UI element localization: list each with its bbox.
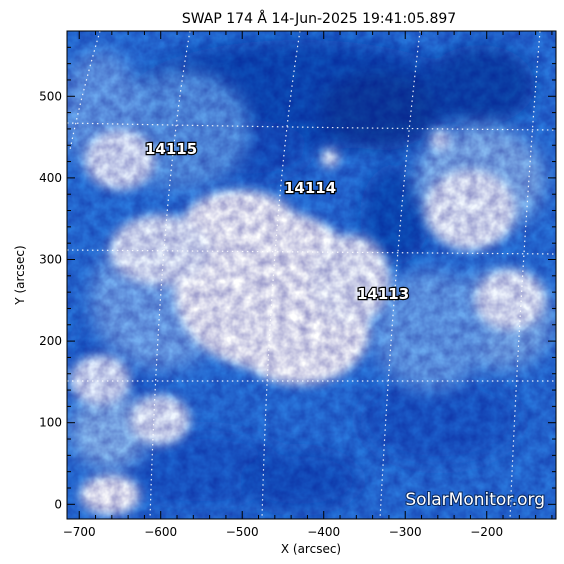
x-tick-label: −200 [470,525,503,539]
y-axis: 0 100 200 300 400 500 [39,46,556,511]
plot-title: SWAP 174 Å 14-Jun-2025 19:41:05.897 [182,10,456,27]
heliographic-grid [67,31,556,519]
x-tick-label: −500 [226,525,259,539]
active-region-label: 14114 [284,179,336,197]
active-region-label: 14115 [145,140,197,158]
x-tick-label: −600 [144,525,177,539]
active-region-label: 14113 [357,285,409,303]
y-tick-label: 500 [39,89,62,103]
x-tick-label: −400 [307,525,340,539]
grid-longitude-line [69,31,101,151]
image-grain [67,31,556,519]
plot-frame [66,30,557,520]
y-tick-label: 0 [54,497,62,511]
x-axis-title: X (arcsec) [281,542,341,556]
x-tick-label: −300 [389,525,422,539]
watermark: SolarMonitor.org [405,490,545,510]
x-axis: −700 −600 −500 −400 −300 −200 [63,31,553,539]
y-axis-title: Y (arcsec) [13,245,27,305]
x-tick-label: −700 [63,525,96,539]
y-tick-label: 200 [39,334,62,348]
y-tick-label: 100 [39,416,62,430]
grid-latitude-line [67,249,556,255]
y-tick-label: 300 [39,252,62,266]
grid-longitude-line [149,31,191,519]
solar-image: 14115 14114 14113 SolarMonitor.org [67,31,556,519]
y-tick-label: 400 [39,171,62,185]
